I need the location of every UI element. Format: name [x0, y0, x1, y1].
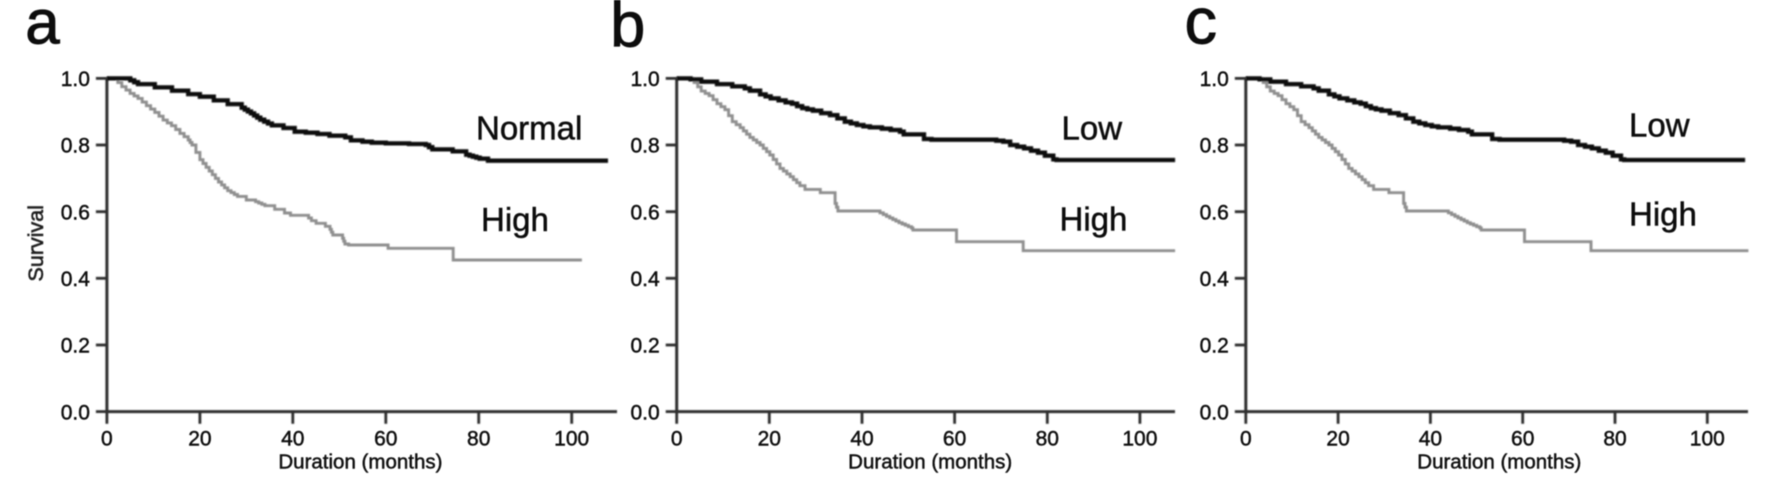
svg-text:0.8: 0.8: [630, 135, 659, 158]
svg-text:0.6: 0.6: [61, 201, 90, 224]
svg-text:60: 60: [943, 428, 966, 451]
svg-text:Normal: Normal: [476, 110, 582, 147]
svg-text:0.6: 0.6: [630, 201, 659, 224]
svg-text:80: 80: [467, 428, 490, 451]
svg-text:1.0: 1.0: [630, 68, 659, 91]
svg-text:0.4: 0.4: [1200, 268, 1230, 291]
svg-text:1.0: 1.0: [61, 68, 90, 91]
svg-text:High: High: [481, 201, 549, 238]
svg-text:0: 0: [671, 428, 683, 451]
svg-text:80: 80: [1036, 428, 1059, 451]
svg-text:0: 0: [101, 428, 113, 451]
svg-text:0.2: 0.2: [630, 335, 659, 358]
svg-text:100: 100: [1122, 428, 1157, 451]
svg-text:40: 40: [1419, 428, 1442, 451]
svg-text:High: High: [1060, 201, 1128, 238]
svg-text:0.0: 0.0: [1200, 401, 1229, 424]
svg-text:0.6: 0.6: [1200, 201, 1229, 224]
svg-text:100: 100: [554, 428, 589, 451]
svg-text:0: 0: [1240, 428, 1252, 451]
svg-text:High: High: [1629, 196, 1697, 233]
svg-text:20: 20: [758, 428, 781, 451]
svg-text:20: 20: [188, 428, 211, 451]
svg-text:Survival: Survival: [24, 205, 48, 281]
svg-text:80: 80: [1603, 428, 1626, 451]
svg-text:0.0: 0.0: [630, 401, 659, 424]
svg-text:100: 100: [1690, 428, 1725, 451]
svg-text:Low: Low: [1062, 110, 1123, 147]
svg-text:Duration (months): Duration (months): [848, 451, 1012, 474]
svg-text:60: 60: [1511, 428, 1534, 451]
svg-text:0.4: 0.4: [630, 268, 660, 291]
svg-text:20: 20: [1326, 428, 1349, 451]
svg-text:Duration (months): Duration (months): [1417, 451, 1581, 474]
svg-text:b: b: [610, 0, 645, 61]
svg-text:0.0: 0.0: [61, 401, 90, 424]
svg-text:0.4: 0.4: [61, 268, 91, 291]
svg-text:0.2: 0.2: [61, 335, 90, 358]
svg-text:Duration (months): Duration (months): [278, 451, 442, 474]
svg-text:a: a: [25, 0, 60, 58]
svg-text:c: c: [1185, 0, 1218, 57]
svg-text:60: 60: [374, 428, 397, 451]
svg-text:0.2: 0.2: [1200, 335, 1229, 358]
svg-text:40: 40: [281, 428, 304, 451]
svg-text:1.0: 1.0: [1200, 68, 1229, 91]
svg-text:0.8: 0.8: [61, 135, 90, 158]
svg-text:40: 40: [850, 428, 873, 451]
svg-text:0.8: 0.8: [1200, 135, 1229, 158]
svg-text:Low: Low: [1629, 107, 1690, 144]
